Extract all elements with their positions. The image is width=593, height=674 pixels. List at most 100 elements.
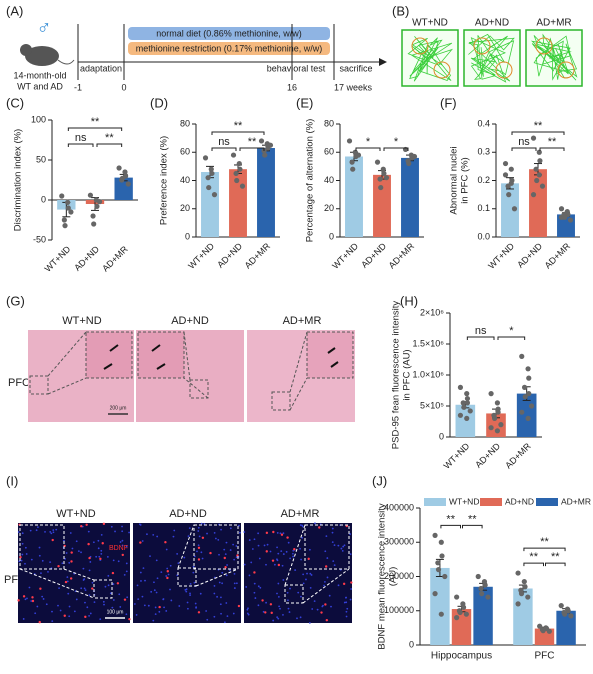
data-point: [479, 591, 485, 597]
y-tick-label: 0.1: [477, 203, 490, 213]
nucleus: [214, 537, 217, 540]
nucleus: [41, 595, 44, 598]
data-point: [537, 158, 543, 164]
nucleus: [141, 595, 144, 598]
bdnf-signal: [38, 620, 41, 624]
nucleus: [239, 531, 241, 534]
bdnf-signal: [17, 599, 20, 602]
nucleus: [100, 533, 103, 536]
nucleus: [218, 553, 220, 556]
bdnf-signal: [265, 531, 269, 535]
nucleus: [55, 528, 58, 531]
nucleus: [281, 564, 284, 567]
data-point: [502, 172, 509, 178]
y-tick-label: 0: [41, 194, 46, 204]
sig-label: **: [234, 120, 243, 132]
data-point: [380, 166, 386, 172]
nucleus: [233, 572, 236, 575]
nucleus: [250, 561, 253, 564]
nucleus: [173, 529, 176, 532]
nucleus: [35, 529, 38, 532]
data-point: [233, 170, 239, 177]
bdnf-signal: [166, 576, 169, 580]
nucleus: [89, 612, 92, 615]
inset: [85, 331, 133, 379]
sig-label: **: [534, 120, 543, 132]
data-point: [234, 177, 240, 184]
data-point: [463, 611, 469, 617]
data-point: [411, 153, 418, 160]
data-point: [439, 553, 445, 559]
nucleus: [254, 597, 257, 599]
x-tick-label: AD+ND: [359, 241, 388, 270]
nucleus: [257, 604, 260, 607]
nucleus: [245, 586, 248, 588]
nucleus: [64, 557, 66, 560]
nucleus: [225, 602, 228, 604]
bdnf-signal: [197, 611, 201, 614]
nucleus: [141, 540, 144, 542]
legend-swatch: [480, 498, 502, 506]
sig-bracket: [539, 147, 565, 151]
nucleus: [220, 612, 222, 615]
nucleus: [192, 565, 195, 568]
nucleus: [224, 621, 226, 624]
nucleus: [326, 557, 329, 559]
nucleus: [169, 564, 172, 567]
nucleus: [200, 551, 203, 554]
nucleus: [328, 594, 331, 597]
nucleus: [297, 591, 300, 594]
group-label: AD+MR: [281, 508, 320, 520]
nucleus: [308, 548, 311, 551]
sig-bracket: [466, 336, 495, 340]
x-tick-label: AD+MR: [387, 241, 417, 271]
y-axis-label: Percentage of alternation (%): [305, 119, 316, 243]
scale-label: 200 μm: [110, 405, 127, 411]
nucleus: [206, 532, 208, 535]
nucleus: [310, 574, 313, 576]
bdnf-signal: [280, 533, 284, 536]
data-point: [536, 172, 542, 178]
nucleus: [163, 606, 165, 609]
nucleus: [302, 573, 305, 576]
nucleus: [80, 551, 82, 554]
data-point: [96, 199, 103, 205]
data-point: [568, 613, 574, 619]
bdnf-signal: [223, 556, 226, 560]
nucleus: [68, 615, 71, 618]
nucleus: [277, 617, 280, 620]
stain-label: BDNF: [109, 545, 128, 552]
nucleus: [26, 597, 28, 600]
nucleus: [300, 558, 302, 561]
nucleus: [243, 531, 246, 533]
data-point: [239, 183, 246, 189]
data-point: [558, 214, 565, 220]
nucleus: [152, 619, 155, 622]
nucleus: [34, 612, 37, 615]
sig-label: *: [509, 325, 514, 337]
nucleus: [345, 596, 347, 599]
bdnf-signal: [166, 570, 169, 573]
data-point: [488, 425, 494, 431]
nucleus: [82, 567, 85, 570]
nucleus: [225, 574, 228, 577]
nucleus: [189, 592, 191, 595]
data-point: [91, 221, 97, 227]
nucleus: [343, 601, 346, 604]
data-point: [502, 160, 509, 167]
data-point: [558, 603, 564, 609]
nucleus: [121, 525, 123, 528]
nucleus: [149, 555, 151, 557]
nucleus: [342, 545, 345, 548]
nucleus: [345, 601, 348, 604]
nucleus: [299, 616, 302, 619]
nucleus: [206, 618, 209, 621]
nucleus: [337, 584, 340, 587]
nucleus: [22, 618, 25, 620]
data-point: [522, 584, 528, 590]
data-point: [59, 193, 65, 199]
nucleus: [24, 598, 27, 601]
nucleus: [142, 567, 145, 570]
nucleus: [277, 552, 280, 555]
nucleus: [220, 528, 222, 531]
